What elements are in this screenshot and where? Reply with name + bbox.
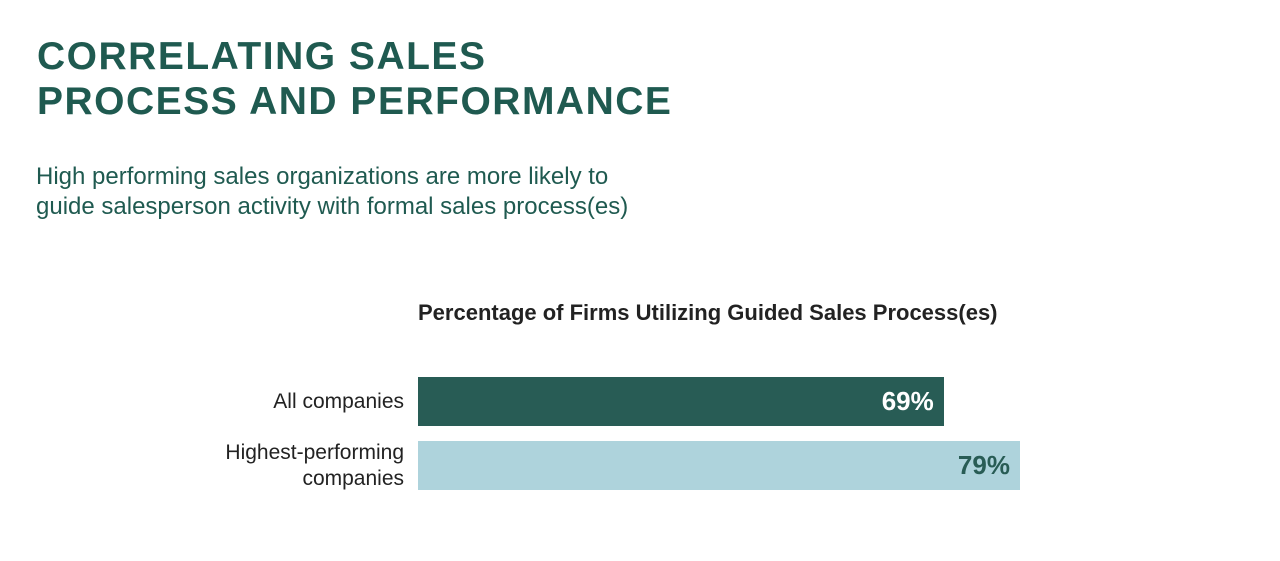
title: CORRELATING SALES PROCESS AND PERFORMANC… — [37, 35, 673, 123]
category-label: Highest-performing companies — [225, 440, 404, 490]
bar — [418, 377, 944, 426]
chart-title: Percentage of Firms Utilizing Guided Sal… — [418, 300, 998, 325]
subtitle: High performing sales organizations are … — [36, 163, 629, 220]
value-label: 69% — [881, 386, 934, 416]
bar — [418, 441, 1020, 490]
value-label: 79% — [957, 450, 1010, 480]
category-label: All companies — [273, 389, 404, 413]
